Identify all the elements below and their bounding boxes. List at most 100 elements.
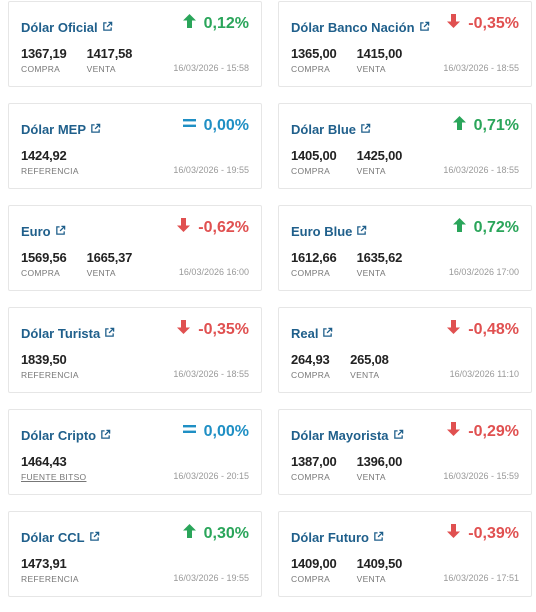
change-indicator: -0,62% xyxy=(177,218,249,237)
quote-label: VENTA xyxy=(356,268,386,278)
equals-icon xyxy=(182,116,196,135)
quote-value: 1367,19 COMPRA xyxy=(21,46,67,74)
quote-value: 1365,00 COMPRA xyxy=(291,46,337,74)
timestamp: 16/03/2026 - 19:55 xyxy=(173,165,249,175)
quote-label: VENTA xyxy=(86,64,116,74)
quote-title-link[interactable]: Dólar CCL xyxy=(21,530,100,545)
quote-title: Dólar Blue xyxy=(291,122,357,137)
timestamp: 16/03/2026 - 20:15 xyxy=(173,471,249,481)
quote-values: 1464,43 FUENTE BITSO xyxy=(21,454,106,482)
arrow-up-icon xyxy=(182,14,196,33)
change-indicator: -0,48% xyxy=(447,320,519,339)
external-link-icon[interactable] xyxy=(89,530,100,545)
change-percent: 0,00% xyxy=(203,422,249,440)
quote-title-link[interactable]: Dólar Blue xyxy=(291,122,371,137)
quote-card: Euro Blue 0,72% 1612,66 COMPRA 1635,62 V… xyxy=(278,205,532,291)
external-link-icon[interactable] xyxy=(104,326,115,341)
quote-title-link[interactable]: Dólar Cripto xyxy=(21,428,111,443)
quote-title-link[interactable]: Dólar Oficial xyxy=(21,20,113,35)
external-link-icon[interactable] xyxy=(356,224,367,239)
arrow-down-icon xyxy=(177,320,191,339)
external-link-icon[interactable] xyxy=(360,122,371,137)
quote-number: 1635,62 xyxy=(356,250,403,265)
change-indicator: -0,35% xyxy=(447,14,519,33)
quote-value: 1409,50 VENTA xyxy=(357,556,403,584)
timestamp: 16/03/2026 16:00 xyxy=(178,267,249,277)
external-link-icon[interactable] xyxy=(373,530,384,545)
change-percent: 0,71% xyxy=(473,116,519,134)
quote-title-link[interactable]: Real xyxy=(291,326,333,341)
quote-title-link[interactable]: Dólar Futuro xyxy=(291,530,384,545)
quote-title-link[interactable]: Euro xyxy=(21,224,66,239)
change-indicator: 0,72% xyxy=(452,218,519,237)
quote-number: 1417,58 xyxy=(86,46,133,61)
quote-label: VENTA xyxy=(356,574,386,584)
quote-number: 1415,00 xyxy=(356,46,403,61)
change-percent: -0,35% xyxy=(198,320,249,338)
timestamp: 16/03/2026 17:00 xyxy=(448,267,519,277)
quote-values: 1473,91 REFERENCIA xyxy=(21,556,99,584)
quote-value: 1665,37 VENTA xyxy=(87,250,133,278)
change-percent: -0,62% xyxy=(198,218,249,236)
external-link-icon[interactable] xyxy=(100,428,111,443)
quote-values: 1612,66 COMPRA 1635,62 VENTA xyxy=(291,250,422,278)
quote-value: 1415,00 VENTA xyxy=(357,46,403,74)
quote-title-link[interactable]: Dólar MEP xyxy=(21,122,101,137)
quote-value: 265,08 VENTA xyxy=(350,352,389,380)
external-link-icon[interactable] xyxy=(322,326,333,341)
external-link-icon[interactable] xyxy=(419,20,430,35)
change-indicator: -0,39% xyxy=(447,524,519,543)
change-percent: -0,29% xyxy=(468,422,519,440)
quote-value: 1464,43 FUENTE BITSO xyxy=(21,454,86,482)
change-percent: 0,30% xyxy=(203,524,249,542)
timestamp: 16/03/2026 11:10 xyxy=(449,369,519,379)
quote-number: 1396,00 xyxy=(356,454,403,469)
quote-label: REFERENCIA xyxy=(21,574,79,584)
quote-label: VENTA xyxy=(86,268,116,278)
arrow-down-icon xyxy=(447,14,461,33)
quote-title: Dólar MEP xyxy=(21,122,87,137)
timestamp: 16/03/2026 - 15:58 xyxy=(173,63,249,73)
quote-value: 1612,66 COMPRA xyxy=(291,250,337,278)
quote-number: 1569,56 xyxy=(21,250,67,265)
change-percent: -0,39% xyxy=(468,524,519,542)
quote-label: COMPRA xyxy=(291,166,331,176)
quote-card: Dólar Turista -0,35% 1839,50 REFERENCIA … xyxy=(8,307,262,393)
quote-label: COMPRA xyxy=(291,268,331,278)
quote-title-link[interactable]: Euro Blue xyxy=(291,224,367,239)
timestamp: 16/03/2026 - 19:55 xyxy=(173,573,249,583)
quote-label: COMPRA xyxy=(291,472,331,482)
quote-number: 1409,00 xyxy=(291,556,337,571)
external-link-icon[interactable] xyxy=(90,122,101,137)
arrow-up-icon xyxy=(182,524,196,543)
quote-values: 1569,56 COMPRA 1665,37 VENTA xyxy=(21,250,152,278)
quote-title: Dólar Cripto xyxy=(21,428,97,443)
external-link-icon[interactable] xyxy=(102,20,113,35)
equals-icon xyxy=(182,422,196,441)
change-percent: 0,12% xyxy=(203,14,249,32)
source-link[interactable]: FUENTE BITSO xyxy=(21,472,87,482)
quote-title: Dólar CCL xyxy=(21,530,85,545)
change-indicator: 0,71% xyxy=(452,116,519,135)
quote-label: COMPRA xyxy=(291,370,331,380)
quote-number: 264,93 xyxy=(291,352,330,367)
quote-number: 1387,00 xyxy=(291,454,337,469)
quote-card: Real -0,48% 264,93 COMPRA 265,08 VENTA 1… xyxy=(278,307,532,393)
external-link-icon[interactable] xyxy=(393,428,404,443)
quote-label: REFERENCIA xyxy=(21,166,79,176)
quote-number: 1409,50 xyxy=(356,556,403,571)
quote-value: 1417,58 VENTA xyxy=(87,46,133,74)
quote-title: Dólar Turista xyxy=(21,326,101,341)
quote-label: COMPRA xyxy=(21,64,61,74)
change-indicator: -0,35% xyxy=(177,320,249,339)
quote-values: 1405,00 COMPRA 1425,00 VENTA xyxy=(291,148,422,176)
quote-title-link[interactable]: Dólar Mayorista xyxy=(291,428,404,443)
quote-title-link[interactable]: Dólar Turista xyxy=(21,326,115,341)
quote-title: Real xyxy=(291,326,319,341)
timestamp: 16/03/2026 - 18:55 xyxy=(443,63,519,73)
timestamp: 16/03/2026 - 18:55 xyxy=(443,165,519,175)
quote-title-link[interactable]: Dólar Banco Nación xyxy=(291,20,430,35)
quote-value: 1473,91 REFERENCIA xyxy=(21,556,79,584)
external-link-icon[interactable] xyxy=(55,224,66,239)
quote-label: COMPRA xyxy=(291,64,331,74)
